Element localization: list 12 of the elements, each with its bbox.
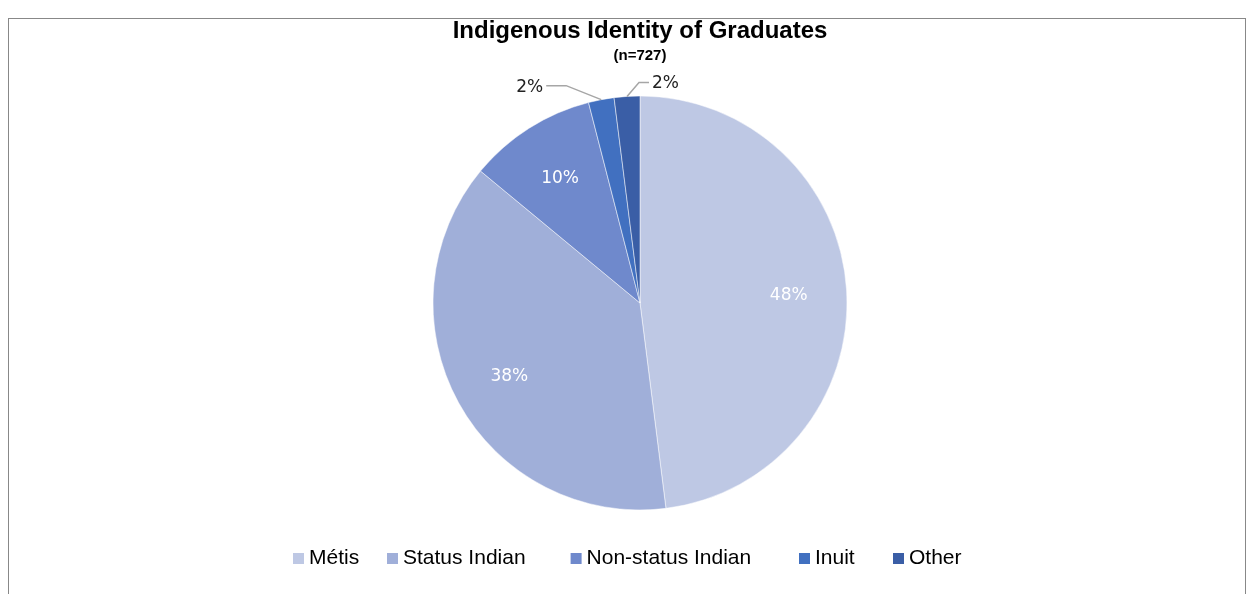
data-label: 2% [652,72,679,93]
legend-label: Non-status Indian [586,545,752,568]
data-label: 38% [490,364,529,385]
chart-title: Indigenous Identity of Graduates [452,16,828,43]
data-label: 2% [516,75,544,96]
chart-subtitle: (n=727) [613,46,667,63]
data-label: 48% [769,283,808,304]
legend-label: Status Indian [403,545,526,568]
legend-label: Métis [309,545,360,568]
legend-label: Inuit [815,545,855,568]
data-label: 10% [541,167,580,188]
legend-label: Other [909,545,962,568]
